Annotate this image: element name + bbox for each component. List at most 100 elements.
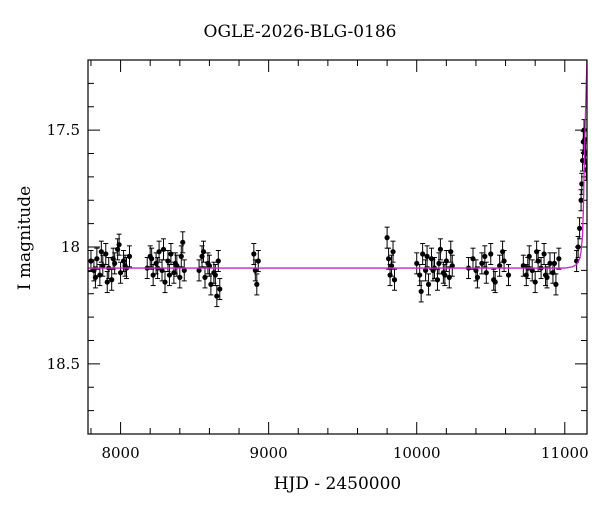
data-point bbox=[98, 240, 104, 263]
point-marker bbox=[88, 258, 94, 264]
point-marker bbox=[556, 256, 562, 262]
data-point bbox=[430, 259, 436, 282]
data-point bbox=[103, 242, 109, 266]
point-marker bbox=[168, 251, 174, 257]
point-marker bbox=[505, 272, 512, 278]
data-point bbox=[448, 240, 454, 263]
data-point bbox=[556, 247, 562, 270]
point-marker bbox=[177, 274, 183, 280]
data-point bbox=[162, 271, 168, 294]
point-marker bbox=[94, 256, 100, 262]
point-marker bbox=[384, 235, 390, 241]
point-marker bbox=[217, 286, 223, 292]
point-marker bbox=[542, 272, 549, 278]
x-tick-label: 10000 bbox=[393, 444, 441, 462]
point-marker bbox=[172, 260, 178, 266]
point-marker bbox=[437, 246, 444, 252]
data-point bbox=[126, 245, 133, 268]
point-marker bbox=[196, 267, 202, 273]
data-point bbox=[391, 268, 398, 291]
data-point bbox=[499, 240, 506, 263]
data-point bbox=[534, 240, 540, 263]
point-marker bbox=[470, 256, 476, 262]
point-marker bbox=[417, 272, 423, 278]
data-point bbox=[122, 254, 128, 277]
point-marker bbox=[181, 267, 187, 273]
point-marker bbox=[448, 249, 454, 255]
point-marker bbox=[581, 127, 587, 133]
data-point bbox=[443, 250, 449, 273]
data-points bbox=[88, 119, 587, 308]
point-marker bbox=[430, 267, 436, 273]
point-marker bbox=[160, 246, 167, 252]
point-marker bbox=[178, 253, 184, 259]
point-marker bbox=[551, 260, 558, 266]
point-marker bbox=[212, 272, 218, 278]
data-point bbox=[479, 252, 485, 275]
data-point bbox=[423, 259, 429, 282]
point-marker bbox=[575, 244, 581, 250]
point-marker bbox=[424, 253, 430, 259]
data-point bbox=[217, 278, 223, 301]
data-point bbox=[473, 259, 479, 282]
x-tick-label: 11000 bbox=[541, 444, 589, 462]
point-marker bbox=[180, 239, 186, 245]
data-point bbox=[177, 266, 183, 289]
point-marker bbox=[534, 249, 540, 255]
point-marker bbox=[98, 249, 104, 255]
data-point bbox=[384, 226, 390, 249]
point-marker bbox=[117, 270, 124, 276]
data-point bbox=[160, 238, 167, 261]
point-marker bbox=[254, 281, 260, 287]
data-point bbox=[497, 254, 503, 277]
data-point bbox=[425, 273, 432, 296]
point-marker bbox=[110, 256, 116, 262]
data-point bbox=[578, 189, 584, 212]
point-marker bbox=[388, 263, 395, 269]
point-marker bbox=[491, 277, 497, 283]
point-marker bbox=[104, 279, 110, 285]
point-marker bbox=[418, 288, 424, 295]
point-marker bbox=[434, 277, 441, 283]
point-marker bbox=[97, 272, 103, 278]
y-tick-label: 18 bbox=[61, 238, 80, 256]
point-marker bbox=[473, 267, 479, 273]
point-marker bbox=[206, 263, 213, 269]
point-marker bbox=[541, 251, 547, 257]
point-marker bbox=[436, 260, 442, 266]
data-point bbox=[208, 273, 214, 296]
data-point bbox=[532, 271, 538, 294]
point-marker bbox=[553, 281, 559, 287]
data-point bbox=[117, 261, 124, 284]
data-point bbox=[254, 273, 260, 296]
data-point bbox=[159, 259, 165, 282]
point-marker bbox=[162, 279, 168, 285]
x-axis-label: HJD - 2450000 bbox=[273, 474, 402, 494]
point-marker bbox=[446, 274, 452, 280]
data-point bbox=[576, 217, 583, 240]
data-point bbox=[553, 273, 559, 296]
point-marker bbox=[109, 277, 115, 283]
data-point bbox=[92, 266, 99, 289]
data-point bbox=[202, 266, 208, 289]
data-point bbox=[491, 268, 497, 291]
chart-title: OGLE-2026-BLG-0186 bbox=[203, 22, 397, 42]
point-marker bbox=[483, 270, 489, 276]
data-point bbox=[178, 245, 184, 268]
model-curve-layer bbox=[88, 60, 587, 269]
point-marker bbox=[547, 260, 553, 266]
data-point bbox=[414, 252, 420, 275]
data-point bbox=[149, 247, 155, 270]
data-point bbox=[200, 240, 207, 263]
data-point bbox=[436, 252, 442, 275]
point-marker bbox=[122, 263, 128, 269]
point-marker bbox=[414, 260, 420, 266]
y-tick-label: 18.5 bbox=[47, 355, 80, 373]
data-point bbox=[94, 247, 100, 270]
point-marker bbox=[208, 281, 214, 287]
data-point bbox=[488, 242, 494, 266]
x-tick-label: 8000 bbox=[101, 444, 139, 462]
point-marker bbox=[576, 225, 583, 231]
data-point bbox=[109, 268, 115, 291]
